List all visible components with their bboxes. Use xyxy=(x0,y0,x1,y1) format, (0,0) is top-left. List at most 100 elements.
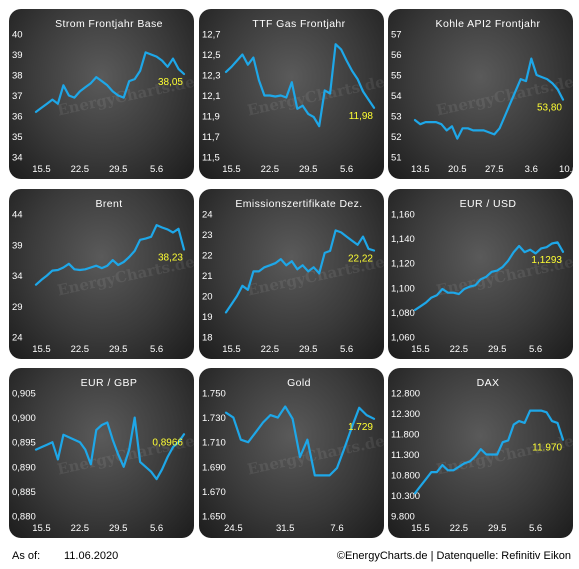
last-value-label: 11.970 xyxy=(532,443,562,454)
y-tick-label: 1,100 xyxy=(391,283,415,294)
last-value-label: 53,80 xyxy=(537,103,562,114)
y-tick-label: 0,890 xyxy=(12,462,36,473)
chart-panel: EnergyCharts.de EUR / USD 1,160 1,140 1,120 1… xyxy=(388,189,573,359)
y-tick-label: 54 xyxy=(391,91,402,102)
y-tick-label: 11,9 xyxy=(202,112,220,123)
x-tick-label: 22.5 xyxy=(261,344,280,355)
x-tick-label: 5.6 xyxy=(340,344,353,355)
chart-panel: EnergyCharts.de Gold 1.750 1.730 1.710 1.690 1… xyxy=(199,368,384,538)
y-tick-label: 1.730 xyxy=(202,413,226,424)
y-tick-label: 11.300 xyxy=(391,450,419,461)
x-tick-label: 5.6 xyxy=(340,164,353,175)
last-value-label: 38,05 xyxy=(158,77,183,88)
y-tick-label: 0,880 xyxy=(12,512,36,523)
chart-title: Kohle API2 Frontjahr xyxy=(436,18,541,30)
series-line xyxy=(413,241,565,312)
chart-title: Brent xyxy=(95,198,122,210)
series-line xyxy=(224,405,376,477)
y-tick-label: 52 xyxy=(391,132,402,143)
x-tick-label: 5.6 xyxy=(529,344,542,355)
x-tick-label: 29.5 xyxy=(109,344,128,355)
as-of-label: As of: xyxy=(12,550,41,562)
chart-title: Strom Frontjahr Base xyxy=(55,18,163,30)
x-tick-label: 20.5 xyxy=(448,164,467,175)
series-line xyxy=(413,57,565,140)
x-tick-label: 3.6 xyxy=(525,164,538,175)
x-tick-label: 29.5 xyxy=(488,344,507,355)
y-tick-label: 1,120 xyxy=(391,259,415,270)
x-tick-label: 22.5 xyxy=(261,164,280,175)
chart-title: DAX xyxy=(477,377,500,389)
x-tick-label: 29.5 xyxy=(109,164,128,175)
x-tick-label: 15.5 xyxy=(411,523,430,534)
chart-svg: EnergyCharts.deGold1.7501.7301.7101.6901… xyxy=(202,377,384,534)
last-value-label: 38,23 xyxy=(158,252,183,263)
y-tick-label: 1,140 xyxy=(391,234,415,245)
chart-panel: EnergyCharts.de DAX 12.800 12.300 11.800 11.3… xyxy=(388,368,573,538)
x-tick-label: 15.5 xyxy=(411,344,430,355)
y-tick-label: 38 xyxy=(12,71,23,82)
x-tick-label: 22.5 xyxy=(71,164,90,175)
x-tick-label: 13.5 xyxy=(411,164,430,175)
x-tick-label: 15.5 xyxy=(222,344,241,355)
chart-title: Emissionszertifikate Dez. xyxy=(235,198,362,210)
series-line xyxy=(34,416,186,481)
y-tick-label: 20 xyxy=(202,292,213,303)
series-line xyxy=(34,51,186,114)
y-tick-label: 19 xyxy=(202,312,213,323)
y-tick-label: 57 xyxy=(391,30,402,41)
y-tick-label: 18 xyxy=(202,333,213,344)
x-tick-label: 29.5 xyxy=(299,344,318,355)
series-line xyxy=(224,229,376,314)
last-value-label: 1.729 xyxy=(348,422,373,433)
chart-svg: EnergyCharts.de DAX 12.800 12.300 11.800 11.3… xyxy=(391,377,573,534)
x-tick-label: 15.5 xyxy=(32,344,51,355)
x-tick-label: 5.6 xyxy=(529,523,542,534)
y-tick-label: 1.710 xyxy=(202,438,226,449)
series-line xyxy=(413,409,565,495)
y-tick-label: 29 xyxy=(12,302,23,313)
y-tick-label: 56 xyxy=(391,50,402,61)
last-value-label: 0,8966 xyxy=(152,437,183,448)
y-tick-label: 12.800 xyxy=(391,389,420,400)
y-tick-label: 0,885 xyxy=(12,487,36,498)
y-tick-label: 12,3 xyxy=(202,71,221,82)
x-tick-label: 29.5 xyxy=(299,164,318,175)
x-tick-label: 22.5 xyxy=(71,523,90,534)
x-tick-label: 22.5 xyxy=(450,523,469,534)
y-tick-label: 22 xyxy=(202,251,213,262)
y-tick-label: 12.300 xyxy=(391,409,420,420)
y-tick-label: 1,080 xyxy=(391,308,415,319)
x-tick-label: 29.5 xyxy=(488,523,507,534)
y-tick-label: 34 xyxy=(12,153,23,164)
y-tick-label: 39 xyxy=(12,50,23,61)
x-tick-label: 22.5 xyxy=(450,344,469,355)
x-tick-label: 15.5 xyxy=(32,164,51,175)
last-value-label: 22,22 xyxy=(348,253,373,264)
chart-title: EUR / GBP xyxy=(81,377,138,389)
x-tick-label: 27.5 xyxy=(485,164,504,175)
y-tick-label: 12,1 xyxy=(202,91,221,102)
y-tick-label: 1.750 xyxy=(202,389,226,400)
chart-panel: EnergyCharts.de TTF Gas Frontjahr 12,7 12,5… xyxy=(199,9,384,179)
y-tick-label: 1.670 xyxy=(202,487,226,498)
watermark: EnergyCharts.de xyxy=(435,432,573,479)
y-tick-label: 0,895 xyxy=(12,438,36,449)
y-tick-label: 55 xyxy=(391,71,402,82)
y-tick-label: 35 xyxy=(12,132,23,143)
series-line xyxy=(224,43,376,128)
y-tick-label: 36 xyxy=(12,112,23,123)
chart-panel: EnergyCharts.de Kohle API2 Frontjahr 57 56 5… xyxy=(388,9,573,179)
y-tick-label: 40 xyxy=(12,30,23,41)
y-tick-label: 0,905 xyxy=(12,389,36,400)
y-tick-label: 10.800 xyxy=(391,471,420,482)
chart-title: EUR / USD xyxy=(460,198,517,210)
y-tick-label: 12,7 xyxy=(202,30,221,41)
y-tick-label: 10.300 xyxy=(391,491,420,502)
